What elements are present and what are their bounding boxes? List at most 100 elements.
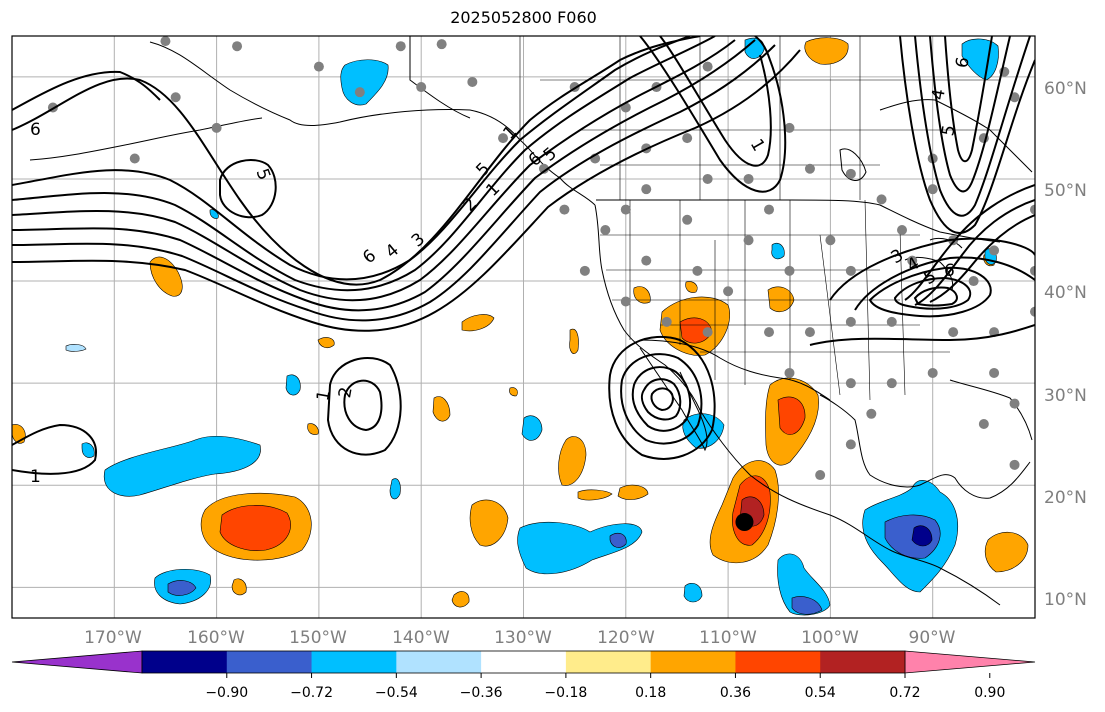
station-dot [1009,459,1020,470]
coastline-hudson [839,148,867,181]
colorbar-tick-label: 0.18 [635,685,666,701]
positive-anomaly-area [633,286,651,304]
station-dot [897,225,908,235]
station-dot [876,194,887,205]
lat-label: 30°N [1044,386,1087,406]
negative-anomaly-area [285,374,301,396]
station-dot [702,173,713,184]
colorbar-swatch [820,651,906,673]
contour-line [659,36,772,167]
station-dot [1071,133,1081,143]
station-dot [692,265,703,276]
station-dot [989,367,1000,378]
station-dot [436,39,447,50]
station-dot [641,184,652,195]
positive-anomaly-area [777,396,806,435]
station-dot [845,378,856,389]
lat-label: 60°N [1044,79,1087,99]
negative-anomaly-area [389,478,401,500]
station-dot [702,61,713,72]
contour-label: 5 [938,124,960,138]
colorbar-swatch [396,651,482,673]
station-dot [784,265,795,276]
station-dot [845,316,856,327]
contour-line [343,379,383,432]
station-dot [1030,265,1035,276]
border-alaska-canada [409,36,471,119]
station-dot [538,163,549,174]
positive-anomaly-area [469,499,509,547]
station-dot [467,76,478,87]
station-dot [743,235,754,246]
negative-anomaly-area [911,525,933,547]
colorbar-tick-label: −0.54 [375,685,418,701]
contour-line [904,184,1035,301]
contour-label: 1 [313,389,335,403]
negative-anomaly-area [167,580,197,596]
station-dot [764,204,775,215]
colorbar-swatch [650,651,736,673]
colorbar-tick-label: 0.54 [805,685,836,701]
lon-label: 140°W [392,628,450,648]
contour-line [620,353,703,445]
contour-label: 6 [30,120,41,140]
colorbar-frame [141,650,906,674]
station-dot [815,470,826,481]
shaded-field [12,37,1029,616]
positive-anomaly-area [558,436,587,486]
station-dot [907,255,918,266]
lon-label: 110°W [699,628,757,648]
colorbar-extend-min [11,650,143,674]
contour-label: 6 [952,56,974,70]
positive-anomaly-area [219,505,291,551]
colorbar-swatch [735,651,821,673]
coastline-gulf-mexico [819,394,1031,499]
station-dot [784,122,795,133]
contour-line [829,237,1035,301]
contour-line [326,356,402,456]
positive-anomaly-area [307,423,319,435]
station-dot [395,41,406,52]
station-dot [1050,41,1060,51]
station-dot [702,327,713,338]
positive-anomaly-area [569,328,579,354]
lon-label: 90°W [909,628,956,648]
station-dot [968,276,979,287]
positive-anomaly-area [317,337,335,349]
station-dot [354,87,365,98]
contour-line [219,159,277,219]
station-markers [47,36,1081,481]
lon-label: 160°W [187,628,245,648]
station-dot [845,265,856,276]
negative-anomaly-area [340,59,389,106]
negative-anomaly-area [609,532,627,548]
station-dot [978,419,989,429]
lon-label: 130°W [494,628,552,648]
positive-anomaly-area [509,387,518,397]
station-dot [764,327,775,338]
negative-anomaly-area [683,583,703,603]
contour-label: 4 [928,88,950,102]
lon-label: 170°W [84,628,142,648]
colorbar: −0.90 −0.72 −0.54 −0.36 −0.18 0.18 0.36 0.54 0.7… [11,650,1036,701]
colorbar-tick-label: −0.18 [544,685,587,701]
contour-line [12,49,801,332]
lon-label: 150°W [289,628,347,648]
negative-anomaly-area [81,442,95,458]
contour-line [12,70,161,111]
contour-line [12,423,97,475]
station-dot [620,296,631,307]
station-dot [641,255,652,266]
station-dot [743,173,754,184]
colorbar-swatch [226,651,313,673]
colorbar-swatch [311,651,397,673]
station-dot [1030,204,1035,215]
station-dot [313,61,324,72]
positive-anomaly-area [231,578,247,596]
contour-line [631,366,692,432]
lat-label: 40°N [1044,283,1087,303]
contour-line [914,36,1031,217]
map-title: 2025052800 F060 [450,8,597,27]
negative-anomaly-area [521,415,543,441]
contour-line [12,44,776,322]
